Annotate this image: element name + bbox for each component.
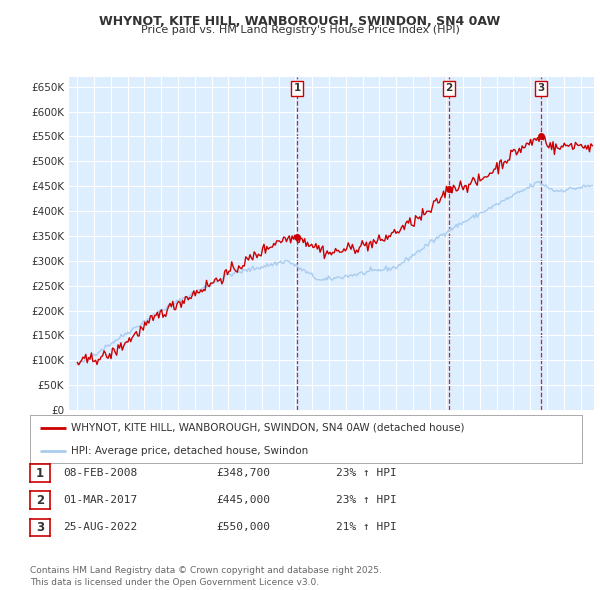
Text: 21% ↑ HPI: 21% ↑ HPI [336, 523, 397, 532]
Text: 01-MAR-2017: 01-MAR-2017 [63, 496, 137, 505]
Text: 2: 2 [36, 494, 44, 507]
Text: £348,700: £348,700 [216, 468, 270, 478]
Text: £550,000: £550,000 [216, 523, 270, 532]
Text: 3: 3 [538, 83, 545, 93]
Text: Contains HM Land Registry data © Crown copyright and database right 2025.
This d: Contains HM Land Registry data © Crown c… [30, 566, 382, 587]
Text: 08-FEB-2008: 08-FEB-2008 [63, 468, 137, 478]
Text: WHYNOT, KITE HILL, WANBOROUGH, SWINDON, SN4 0AW (detached house): WHYNOT, KITE HILL, WANBOROUGH, SWINDON, … [71, 423, 465, 433]
Text: HPI: Average price, detached house, Swindon: HPI: Average price, detached house, Swin… [71, 446, 308, 456]
Text: 23% ↑ HPI: 23% ↑ HPI [336, 468, 397, 478]
Text: 23% ↑ HPI: 23% ↑ HPI [336, 496, 397, 505]
Text: Price paid vs. HM Land Registry's House Price Index (HPI): Price paid vs. HM Land Registry's House … [140, 25, 460, 35]
Text: 1: 1 [293, 83, 301, 93]
Text: 1: 1 [36, 467, 44, 480]
Text: 3: 3 [36, 521, 44, 534]
Text: WHYNOT, KITE HILL, WANBOROUGH, SWINDON, SN4 0AW: WHYNOT, KITE HILL, WANBOROUGH, SWINDON, … [100, 15, 500, 28]
Text: £445,000: £445,000 [216, 496, 270, 505]
Text: 25-AUG-2022: 25-AUG-2022 [63, 523, 137, 532]
Text: 2: 2 [446, 83, 453, 93]
